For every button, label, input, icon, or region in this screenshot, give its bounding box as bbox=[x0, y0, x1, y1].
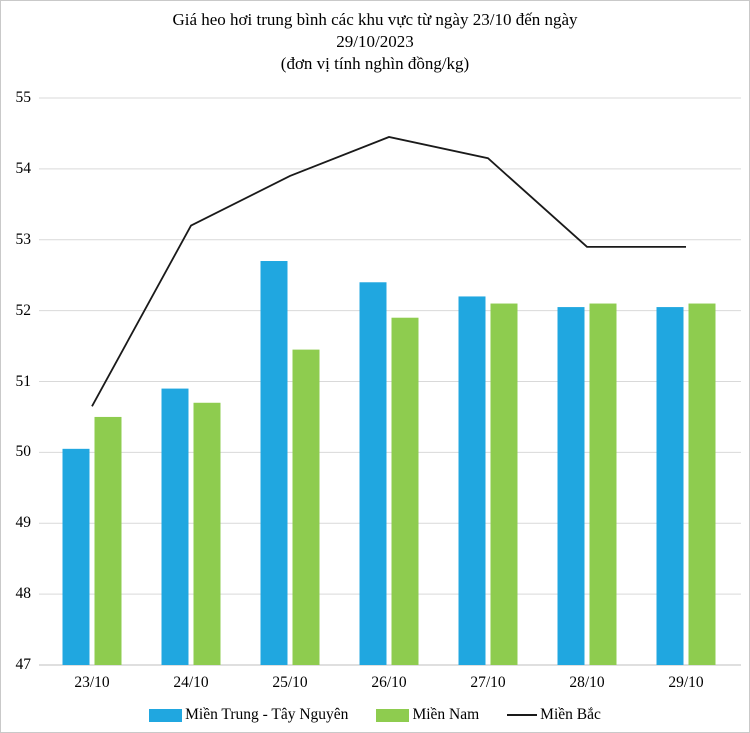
bar-mien-trung-tay-nguyen-28-10 bbox=[557, 307, 585, 665]
bar-mien-trung-tay-nguyen-24-10 bbox=[161, 388, 189, 665]
x-axis-label: 27/10 bbox=[470, 674, 506, 691]
legend-item-mien-bac: Miền Bắc bbox=[507, 706, 601, 724]
chart-title-line-1: Giá heo hơi trung bình các khu vực từ ng… bbox=[172, 10, 578, 29]
legend-swatch-mien-nam bbox=[376, 708, 410, 722]
legend: Miền Trung - Tây Nguyên Miền Nam Miền Bắ… bbox=[1, 706, 749, 724]
legend-swatch-mien-trung bbox=[149, 708, 183, 722]
bar-mien-trung-tay-nguyen-29-10 bbox=[656, 307, 684, 665]
bar-mien-nam-24-10 bbox=[193, 402, 221, 665]
y-axis-tick-label: 53 bbox=[15, 230, 32, 248]
x-axis-label: 26/10 bbox=[371, 674, 407, 691]
bar-mien-trung-tay-nguyen-27-10 bbox=[458, 296, 486, 665]
y-axis-tick-label: 50 bbox=[15, 443, 32, 461]
x-axis-label: 24/10 bbox=[173, 674, 209, 691]
chart-title: Giá heo hơi trung bình các khu vực từ ng… bbox=[1, 9, 749, 75]
legend-item-mien-trung: Miền Trung - Tây Nguyên bbox=[149, 706, 348, 724]
x-axis-label: 29/10 bbox=[668, 674, 704, 691]
chart-title-line-3: (đơn vị tính nghìn đồng/kg) bbox=[280, 54, 470, 73]
x-axis-label: 23/10 bbox=[74, 674, 110, 691]
legend-label: Miền Nam bbox=[412, 706, 480, 723]
y-axis-tick-label: 52 bbox=[15, 301, 32, 319]
x-axis-label: 28/10 bbox=[569, 674, 605, 691]
bar-mien-trung-tay-nguyen-25-10 bbox=[260, 261, 288, 665]
bar-mien-nam-23-10 bbox=[94, 416, 122, 665]
bar-mien-nam-29-10 bbox=[688, 303, 716, 665]
chart-title-line-2: 29/10/2023 bbox=[336, 32, 414, 51]
y-axis-tick-label: 51 bbox=[15, 372, 32, 390]
y-axis-tick-label: 47 bbox=[15, 656, 32, 673]
bar-mien-nam-26-10 bbox=[391, 317, 419, 665]
bar-mien-nam-27-10 bbox=[490, 303, 518, 665]
legend-label: Miền Bắc bbox=[540, 706, 601, 723]
bar-mien-trung-tay-nguyen-26-10 bbox=[359, 282, 387, 665]
bar-mien-nam-28-10 bbox=[589, 303, 617, 665]
line-mien-bac bbox=[91, 136, 686, 407]
y-axis-tick-label: 55 bbox=[15, 89, 32, 106]
y-axis-tick-label: 54 bbox=[15, 159, 32, 177]
legend-label: Miền Trung - Tây Nguyên bbox=[185, 706, 349, 723]
y-axis-tick-label: 49 bbox=[15, 514, 32, 532]
y-axis-tick-label: 48 bbox=[15, 585, 32, 603]
bar-mien-nam-25-10 bbox=[292, 349, 320, 665]
legend-item-mien-nam: Miền Nam bbox=[376, 706, 479, 724]
x-axis-label: 25/10 bbox=[272, 674, 308, 691]
legend-swatch-mien-bac bbox=[507, 714, 538, 716]
bar-mien-trung-tay-nguyen-23-10 bbox=[62, 448, 90, 665]
